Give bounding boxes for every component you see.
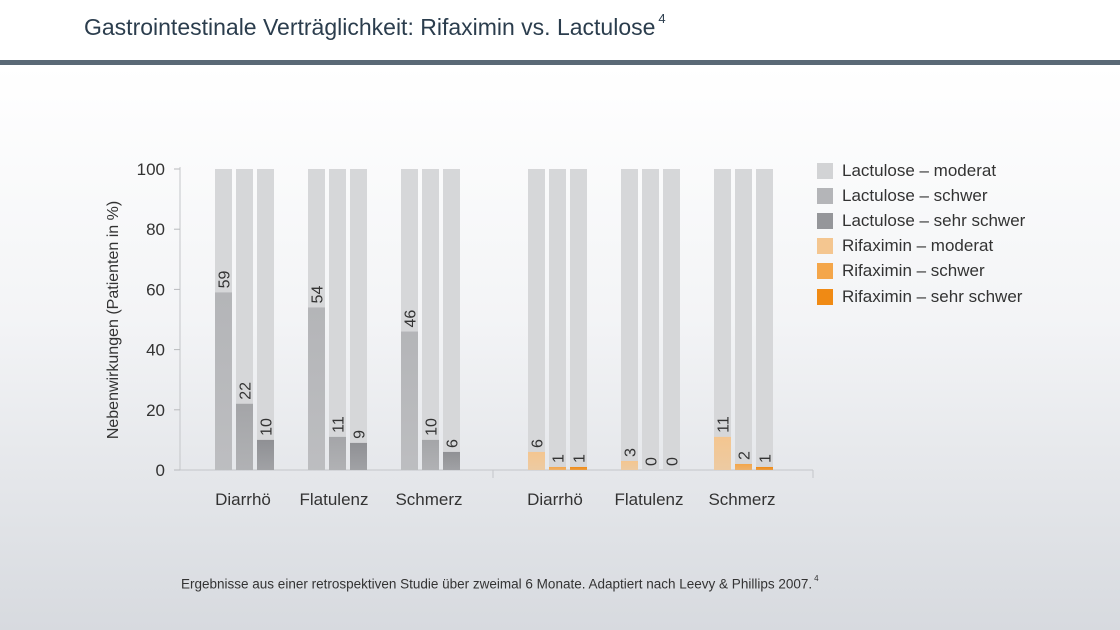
y-tick-label: 20 [146,401,165,420]
background-bar [735,169,752,470]
legend-swatch [817,238,833,255]
bar-value-label: 10 [259,418,276,436]
y-tick-label: 0 [156,461,165,480]
background-bar [663,169,680,470]
background-bar [756,169,773,470]
value-bar [714,436,731,470]
header: Gastrointestinale Verträglichkeit: Rifax… [0,0,1120,65]
y-tick-label: 100 [137,160,165,179]
legend-item: Rifaximin – sehr schwer [817,284,1025,309]
legend-label: Rifaximin – moderat [842,236,994,256]
legend-swatch [817,162,833,179]
background-bar [528,169,545,470]
bar-value-label: 0 [644,457,661,466]
background-bar [329,169,346,470]
legend-label: Rifaximin – schwer [842,261,985,281]
legend-item: Lactulose – schwer [817,183,1025,208]
value-bar [621,460,638,470]
footnote-text: Ergebnisse aus einer retrospektiven Stud… [181,576,813,592]
title-reference: 4 [658,11,666,27]
background-bar [714,169,731,470]
bar-value-label: 0 [665,457,682,466]
bar-value-label: 11 [716,416,733,433]
value-bar [236,403,253,470]
bar-value-label: 46 [403,310,420,328]
background-bar [350,169,367,470]
bar-value-label: 22 [238,382,255,400]
bar-value-label: 11 [331,416,348,433]
background-bar [257,169,274,470]
legend-swatch [817,212,833,229]
legend-item: Rifaximin – schwer [817,259,1025,284]
chart-legend: Lactulose – moderat Lactulose – schwer Lac… [817,158,1025,309]
background-bar [422,169,439,470]
value-bar [443,451,460,470]
legend-swatch [817,288,833,305]
bar-value-label: 2 [737,451,754,460]
bar-value-label: 1 [572,454,589,463]
background-bar [570,169,587,470]
bar-value-label: 1 [551,454,568,463]
value-bar [549,466,566,470]
legend-swatch [817,263,833,280]
value-bar [329,436,346,470]
value-bar [401,331,418,470]
value-bar [257,439,274,470]
bar-value-label: 59 [217,271,234,289]
legend-item: Lactulose – sehr schwer [817,208,1025,233]
y-tick-label: 40 [146,341,165,360]
bar-value-label: 10 [424,418,441,436]
background-bar [236,169,253,470]
value-bar [422,439,439,470]
legend-label: Lactulose – schwer [842,185,988,205]
x-tick-label: Schmerz [708,490,775,509]
value-bar [528,451,545,470]
background-bar [642,169,659,470]
value-bar [308,307,325,470]
background-bar [621,169,638,470]
value-bar [756,466,773,470]
bar-value-label: 6 [530,439,547,448]
x-tick-label: Diarrhö [527,490,583,509]
page-title-text: Gastrointestinale Verträglichkeit: Rifax… [84,14,656,40]
bar-value-label: 54 [310,286,327,304]
y-tick-label: 60 [146,280,165,299]
y-axis-title: Nebenwirkungen (Patienten in %) [105,201,122,439]
background-bar [443,169,460,470]
footnote-reference: 4 [814,574,819,583]
legend-label: Rifaximin – sehr schwer [842,286,1023,306]
legend-swatch [817,187,833,204]
bar-value-label: 9 [352,430,369,439]
value-bar [735,463,752,470]
x-tick-label: Flatulenz [615,490,684,509]
page-title: Gastrointestinale Verträglichkeit: Rifax… [84,11,666,41]
legend-item: Rifaximin – moderat [817,234,1025,259]
value-bar [350,442,367,470]
value-bar [215,292,232,470]
y-tick-label: 80 [146,220,165,239]
background-bar [549,169,566,470]
legend-item: Lactulose – moderat [817,158,1025,183]
header-divider [0,60,1120,65]
bar-value-label: 6 [445,439,462,448]
x-tick-label: Schmerz [395,490,462,509]
value-bar [570,466,587,470]
legend-label: Lactulose – sehr schwer [842,210,1026,230]
x-tick-label: Diarrhö [215,490,271,509]
legend-label: Lactulose – moderat [842,160,997,180]
bar-value-label: 3 [623,448,640,457]
footnote: Ergebnisse aus einer retrospektiven Stud… [181,574,819,592]
x-tick-label: Flatulenz [300,490,369,509]
bar-value-label: 1 [758,454,775,463]
